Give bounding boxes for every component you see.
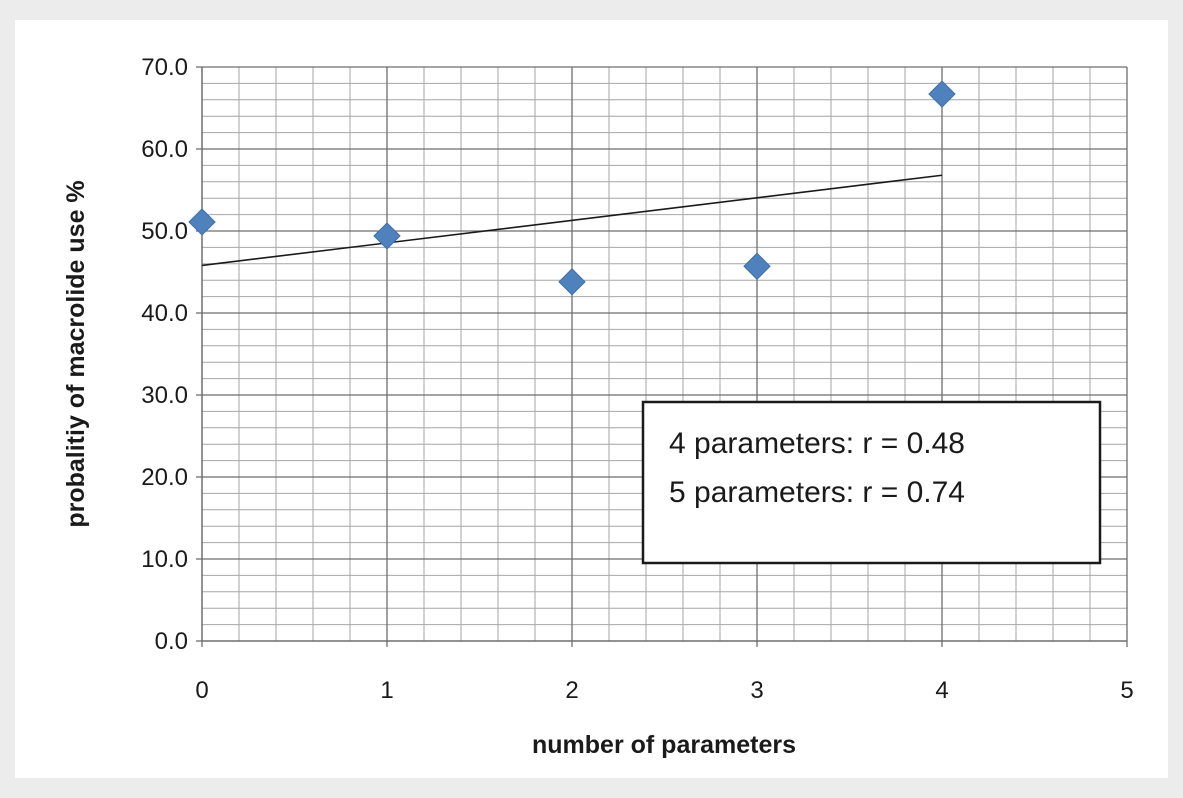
data-point [558, 268, 586, 296]
y-tick-label: 60.0 [141, 136, 188, 163]
y-tick-labels: 0.0 10.0 20.0 30.0 40.0 50.0 60.0 70.0 [141, 54, 188, 655]
x-tick-labels: 0 1 2 3 4 5 [195, 677, 1133, 704]
data-point [188, 208, 216, 236]
annotation-border [641, 400, 1102, 565]
x-tick-label: 2 [565, 677, 578, 704]
x-tick-label: 4 [935, 677, 948, 704]
trendline [201, 174, 943, 267]
x-tick-label: 3 [750, 677, 763, 704]
annotation-box: 4 parameters: r = 0.48 5 parameters: r =… [641, 400, 1102, 565]
scatter-chart: 0.0 10.0 20.0 30.0 40.0 50.0 60.0 70.0 0 1 2 3 4 5 p… [62, 54, 1134, 759]
annotation-line-4-parameters: 4 parameters: r = 0.48 [669, 427, 965, 460]
annotation-line-5-parameters: 5 parameters: r = 0.74 [669, 476, 965, 509]
axes [196, 66, 1128, 647]
y-tick-label: 50.0 [141, 218, 188, 245]
data-point [743, 252, 771, 280]
trendline-segment [201, 174, 943, 267]
chart-panel: 0.0 10.0 20.0 30.0 40.0 50.0 60.0 70.0 0 1 2 3 4 5 p… [15, 20, 1168, 778]
y-tick-label: 70.0 [141, 54, 188, 81]
y-tick-label: 10.0 [141, 546, 188, 573]
x-tick-label: 1 [380, 677, 393, 704]
y-tick-label: 20.0 [141, 464, 188, 491]
y-axis-title: probalitiy of macrolide use % [62, 180, 90, 527]
data-points [188, 80, 956, 296]
data-point [928, 80, 956, 108]
x-axis-title: number of parameters [532, 731, 796, 759]
y-tick-label: 0.0 [155, 628, 188, 655]
x-tick-label: 0 [195, 677, 208, 704]
y-tick-label: 30.0 [141, 382, 188, 409]
y-tick-label: 40.0 [141, 300, 188, 327]
data-point [373, 222, 401, 250]
x-tick-label: 5 [1120, 677, 1133, 704]
